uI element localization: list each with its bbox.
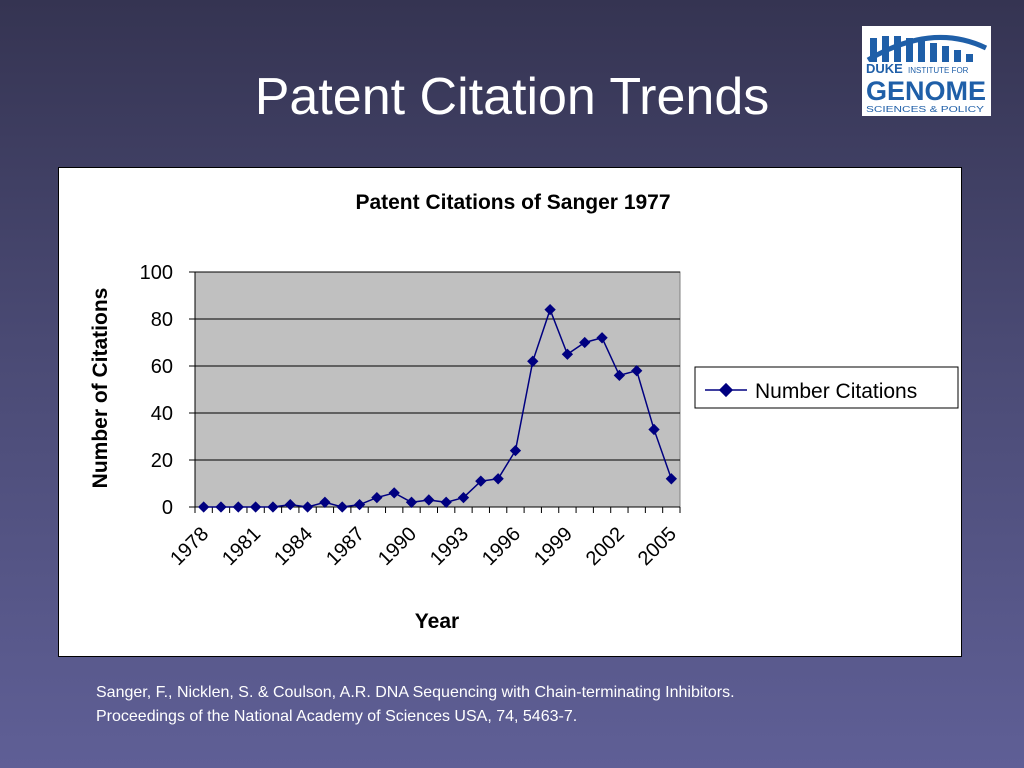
data-point [301,501,314,513]
logo-graphic: DUKE INSTITUTE FOR GENOME SCIENCES & POL… [866,34,988,114]
data-point [267,501,279,513]
data-point [579,336,591,349]
data-point [336,501,348,513]
svg-text:SCIENCES & POLICY: SCIENCES & POLICY [866,105,985,114]
data-point [648,423,660,436]
y-tick-label: 20 [151,450,173,472]
chart-container: Patent Citations of Sanger 1977 Number o… [58,167,962,657]
data-point [492,473,504,485]
legend: Number Citations [694,366,959,409]
data-point [232,501,244,513]
y-tick-label: 0 [162,497,173,519]
legend-label: Number Citations [755,380,917,403]
y-tick-label: 100 [140,262,173,284]
data-point [215,501,227,513]
duke-genome-logo: DUKE INSTITUTE FOR GENOME SCIENCES & POL… [862,26,991,116]
data-point [457,491,470,504]
x-tick-label: 1984 [270,523,317,570]
data-point [475,475,487,487]
slide-title: Patent Citation Trends [254,68,770,126]
legend-marker [718,382,734,398]
svg-text:DUKE: DUKE [866,61,903,76]
chart-title: Patent Citations of Sanger 1977 [355,191,670,214]
reference-citation: Sanger, F., Nicklen, S. & Coulson, A.R. … [96,681,976,729]
x-tick-label: 1993 [426,523,473,570]
citation-line-1: Sanger, F., Nicklen, S. & Coulson, A.R. … [96,684,735,701]
x-axis-label: Year [415,610,459,633]
x-tick-label: 1987 [322,523,369,570]
x-tick-label: 1978 [166,523,213,570]
x-tick-label: 1981 [218,523,265,570]
data-point [284,498,296,511]
svg-text:INSTITUTE FOR: INSTITUTE FOR [908,66,969,75]
data-point [544,303,556,316]
data-point [440,496,452,508]
x-tick-label: 1990 [374,523,421,570]
data-point [198,501,210,513]
y-tick-label: 40 [151,403,173,425]
plot-area [194,271,681,508]
data-point [665,473,677,485]
data-point [353,498,366,511]
data-point [423,494,435,506]
data-point [388,487,400,499]
data-point [405,496,418,508]
data-point [249,501,262,513]
data-point [561,348,574,360]
x-tick-label: 2002 [582,523,629,570]
x-tick-label: 1996 [478,523,525,570]
data-point [527,355,539,367]
y-tick-label: 60 [151,356,173,378]
x-tick-label: 2005 [634,523,681,570]
data-point [631,365,643,377]
legend-box [694,366,959,409]
line-chart: Patent Citations of Sanger 1977 Number o… [89,191,959,633]
data-point [613,369,626,382]
citation-line-2: Proceedings of the National Academy of S… [96,708,578,725]
y-axis-label: Number of Citations [89,288,112,489]
data-point [509,444,522,457]
svg-text:GENOME: GENOME [866,76,986,106]
data-point [596,332,608,344]
data-point [371,491,383,504]
data-point [319,496,331,508]
x-tick-label: 1999 [530,523,577,570]
y-tick-label: 80 [151,309,173,331]
series-line [203,307,673,508]
